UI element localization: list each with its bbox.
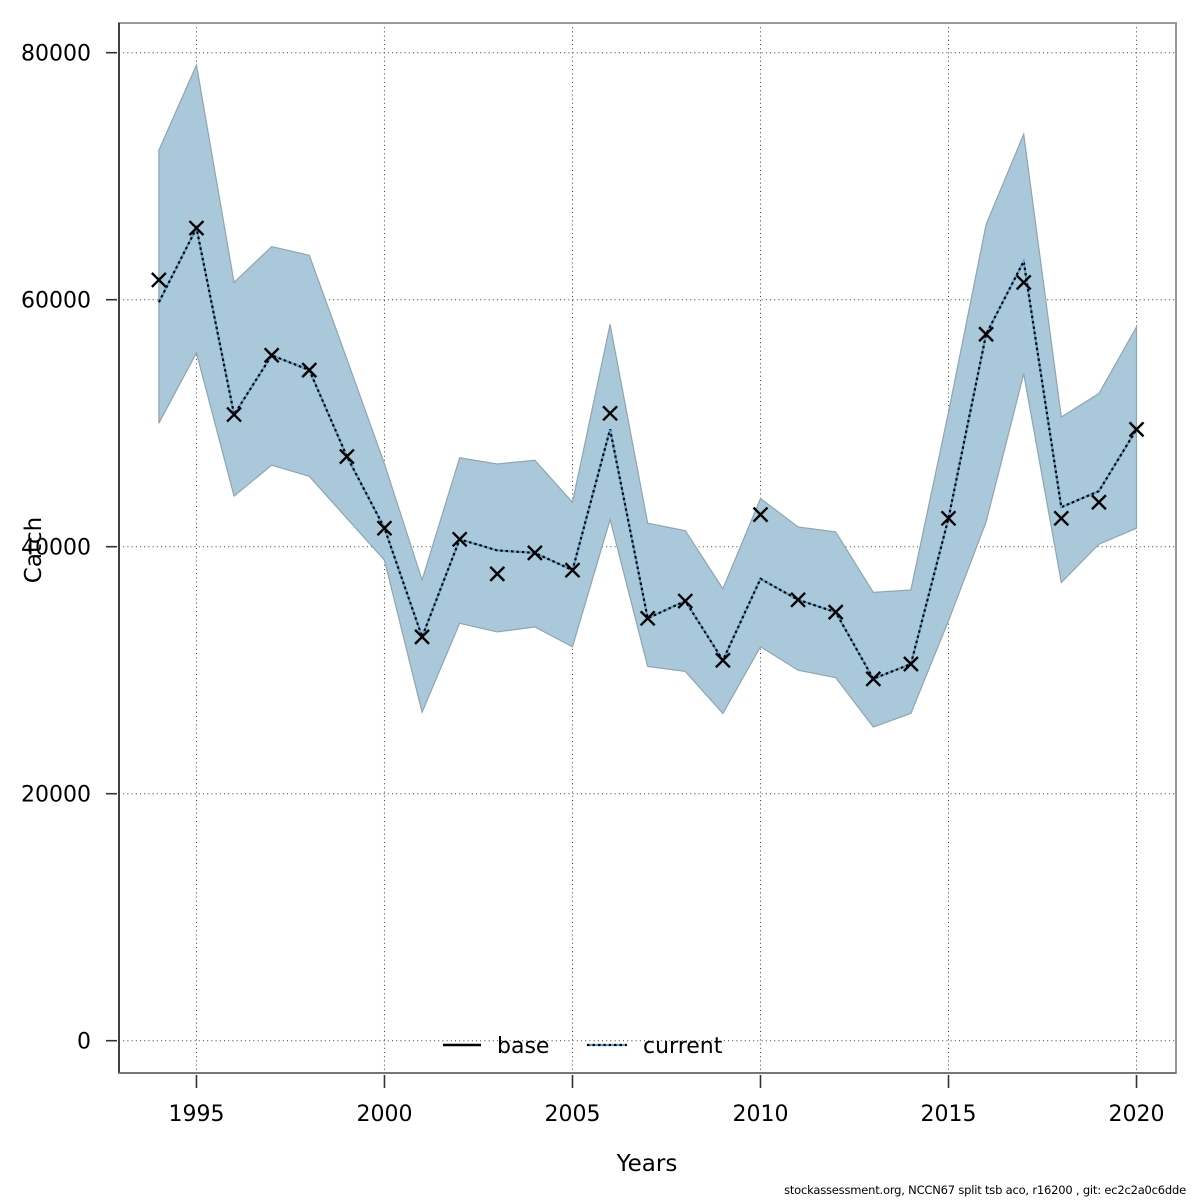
legend-base-label: base xyxy=(497,1034,549,1059)
svg-text:2000: 2000 xyxy=(356,1102,412,1127)
svg-text:2010: 2010 xyxy=(732,1102,788,1127)
svg-text:0: 0 xyxy=(77,1030,91,1055)
svg-text:2015: 2015 xyxy=(921,1102,977,1127)
confidence-band xyxy=(158,62,1138,728)
axis-ticks xyxy=(106,51,1138,1088)
legend: base current xyxy=(443,1034,723,1059)
svg-text:20000: 20000 xyxy=(21,783,91,808)
svg-text:2005: 2005 xyxy=(544,1102,600,1127)
x-axis-title: Years xyxy=(616,1151,678,1177)
footer-credit: stockassessment.org, NCCN67 split tsb ac… xyxy=(784,1183,1186,1197)
svg-text:60000: 60000 xyxy=(21,289,91,314)
legend-current-label: current xyxy=(643,1034,723,1059)
base-line xyxy=(157,224,1138,681)
observation-markers xyxy=(151,220,1145,687)
svg-text:1995: 1995 xyxy=(168,1102,224,1127)
y-axis-title: Catch xyxy=(21,516,47,584)
svg-text:40000: 40000 xyxy=(21,536,91,561)
svg-text:2020: 2020 xyxy=(1109,1102,1165,1127)
y-tick-labels: 0 20000 40000 60000 80000 xyxy=(21,42,91,1055)
x-tick-labels: 1995 2000 2005 2010 2015 2020 xyxy=(168,1102,1164,1127)
svg-text:80000: 80000 xyxy=(21,42,91,67)
